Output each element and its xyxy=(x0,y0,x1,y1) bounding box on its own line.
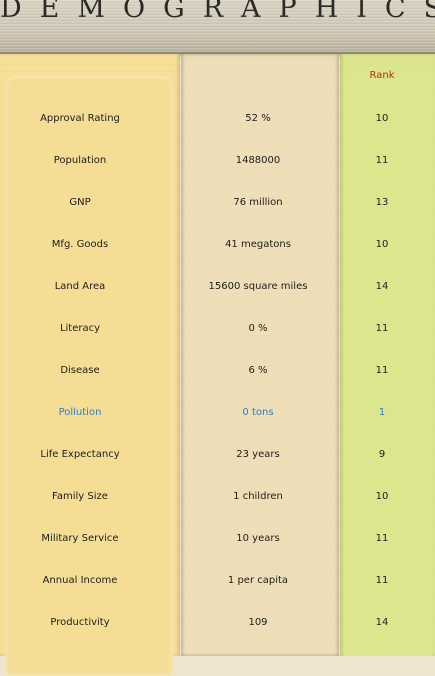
demographic-rank: 13 xyxy=(375,197,389,208)
demographic-label: Family Size xyxy=(52,491,108,502)
demographic-rank: 10 xyxy=(375,113,389,124)
demographic-value: 41 megatons xyxy=(225,239,291,250)
demographic-value: 52 % xyxy=(245,113,271,124)
demographic-row: Land Area 15600 square miles 14 xyxy=(0,281,435,297)
label-column xyxy=(0,54,180,676)
demographic-rank: 11 xyxy=(375,533,389,544)
demographic-row: Disease 6 % 11 xyxy=(0,365,435,381)
demographic-row: Approval Rating 52 % 10 xyxy=(0,113,435,129)
demographic-row: Productivity 109 14 xyxy=(0,617,435,633)
rank-column xyxy=(340,54,435,656)
demographic-row: Population 1488000 11 xyxy=(0,155,435,171)
demographic-rank: 9 xyxy=(378,449,386,460)
rank-column-panel xyxy=(344,66,432,656)
label-column-panel xyxy=(5,76,173,676)
demographic-row: Mfg. Goods 41 megatons 10 xyxy=(0,239,435,255)
demographic-row-highlighted: Pollution 0 tons 1 xyxy=(0,407,435,423)
demographic-label: Land Area xyxy=(54,281,106,292)
demographic-label: Literacy xyxy=(59,323,101,334)
demographic-row: Literacy 0 % 11 xyxy=(0,323,435,339)
demographic-value: 6 % xyxy=(248,365,268,376)
demographic-value: 1 children xyxy=(233,491,283,502)
demographic-value: 1 per capita xyxy=(227,575,289,586)
screen-title: DEMOGRAPHICS xyxy=(0,0,435,24)
demographic-label: Annual Income xyxy=(42,575,118,586)
demographic-row: GNP 76 million 13 xyxy=(0,197,435,213)
value-column xyxy=(181,54,339,656)
demographic-value: 10 years xyxy=(236,533,280,544)
demographic-label: Life Expectancy xyxy=(40,449,120,460)
demographic-row: Military Service 10 years 11 xyxy=(0,533,435,549)
demographic-row: Family Size 1 children 10 xyxy=(0,491,435,507)
demographic-label: Military Service xyxy=(41,533,119,544)
demographic-value: 1488000 xyxy=(235,155,281,166)
demographic-value: 109 xyxy=(248,617,268,628)
demographic-rank: 11 xyxy=(375,155,389,166)
demographic-label: Population xyxy=(53,155,107,166)
demographic-row: Life Expectancy 23 years 9 xyxy=(0,449,435,465)
demographic-label: Productivity xyxy=(50,617,110,628)
demographic-value: 76 million xyxy=(233,197,283,208)
demographic-row: Annual Income 1 per capita 11 xyxy=(0,575,435,591)
demographic-rank: 11 xyxy=(375,365,389,376)
demographic-value: 23 years xyxy=(236,449,280,460)
demographic-label: GNP xyxy=(69,197,91,208)
demographic-rank: 1 xyxy=(378,407,386,418)
demographic-rank: 11 xyxy=(375,575,389,586)
demographic-value: 0 tons xyxy=(242,407,274,418)
demographic-rank: 10 xyxy=(375,239,389,250)
demographics-header: DEMOGRAPHICS xyxy=(0,0,435,54)
demographic-label: Mfg. Goods xyxy=(51,239,109,250)
demographic-label: Disease xyxy=(60,365,100,376)
demographic-rank: 10 xyxy=(375,491,389,502)
demographic-rank: 14 xyxy=(375,281,389,292)
demographic-value: 15600 square miles xyxy=(208,281,308,292)
demographic-label: Approval Rating xyxy=(40,113,120,124)
demographic-rank: 14 xyxy=(375,617,389,628)
demographic-label: Pollution xyxy=(58,407,102,418)
rank-column-header: Rank xyxy=(369,70,395,81)
demographic-rank: 11 xyxy=(375,323,389,334)
demographic-value: 0 % xyxy=(248,323,268,334)
